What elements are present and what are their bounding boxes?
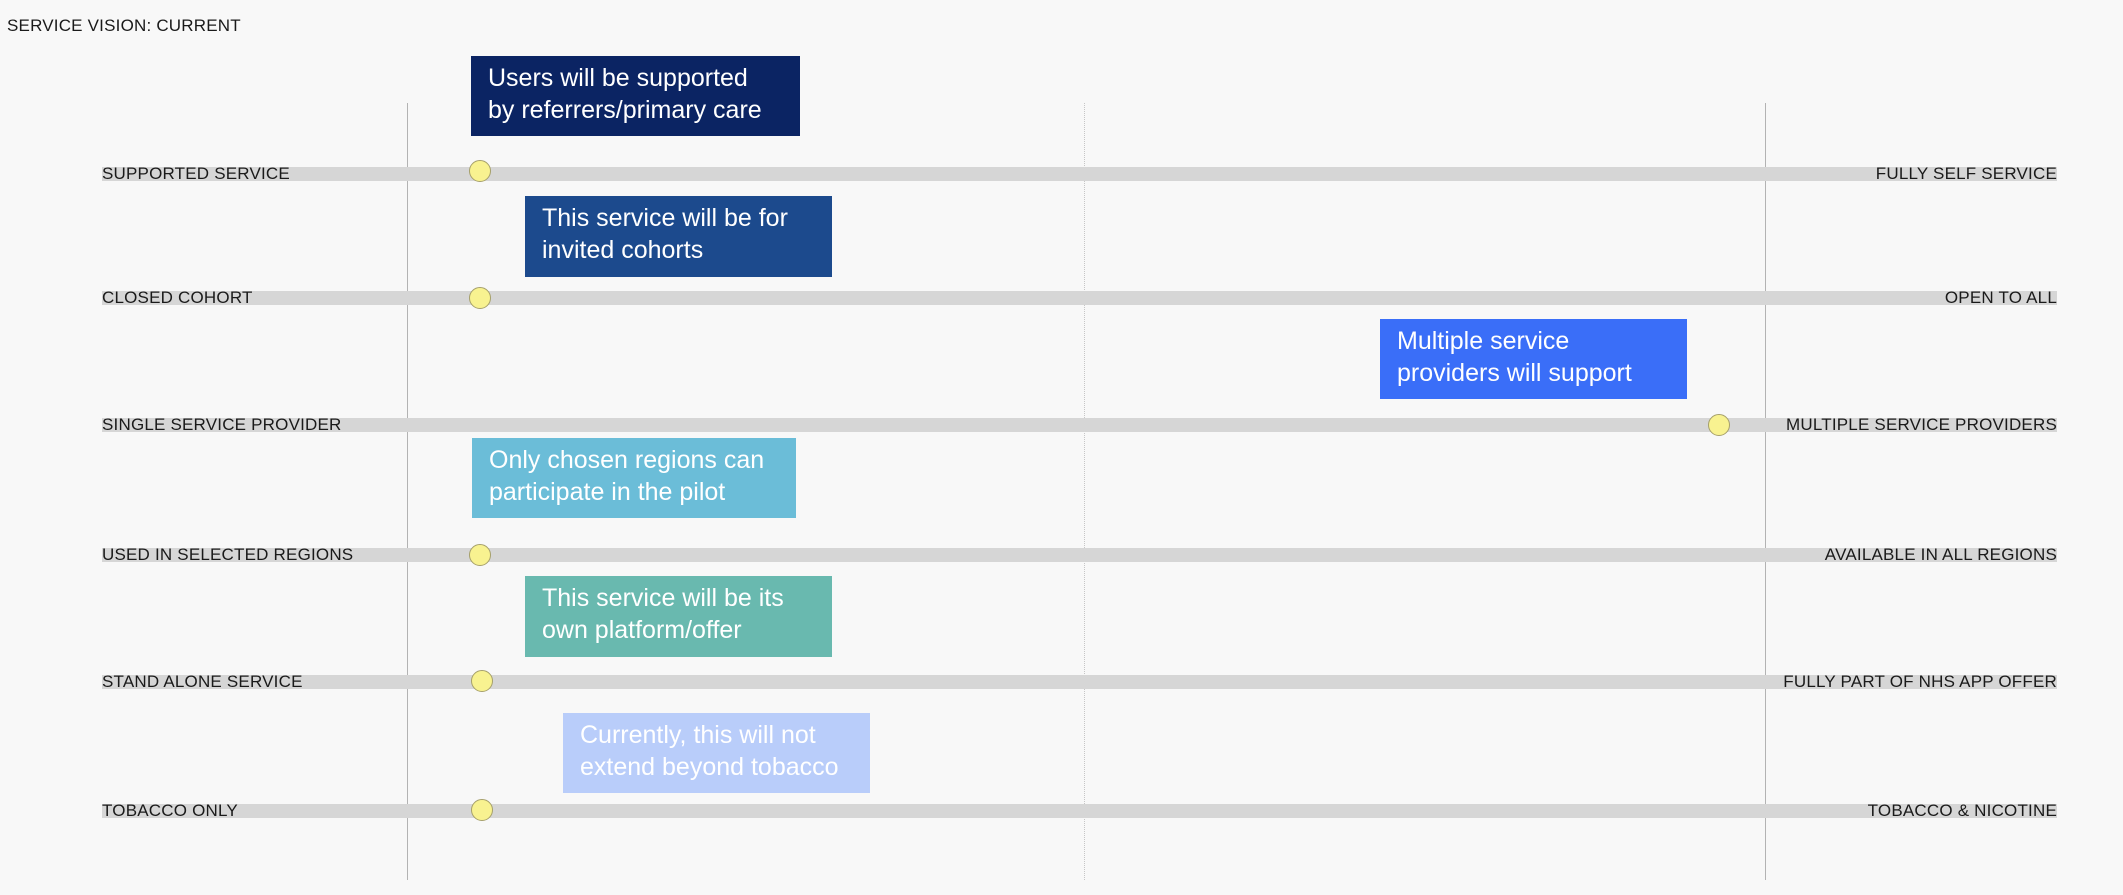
scale-track (102, 418, 2057, 432)
scale-left-label: TOBACCO ONLY (102, 801, 238, 820)
sticky-note-provider[interactable]: Multiple service providers will support (1380, 319, 1687, 399)
note-line: Currently, this will not (580, 721, 816, 749)
position-marker[interactable] (469, 544, 491, 566)
note-line: by referrers/primary care (488, 96, 762, 124)
note-line: This service will be for (542, 204, 788, 232)
position-marker[interactable] (471, 799, 493, 821)
note-line: extend beyond tobacco (580, 753, 839, 781)
note-line: invited cohorts (542, 236, 704, 264)
position-marker[interactable] (469, 287, 491, 309)
scale-right-label: MULTIPLE SERVICE PROVIDERS (1786, 415, 2057, 434)
note-line: own platform/offer (542, 616, 742, 644)
sticky-note-supported[interactable]: Users will be supported by referrers/pri… (471, 56, 800, 136)
note-line: Multiple service (1397, 327, 1570, 355)
center-guide-line (1084, 103, 1085, 880)
scale-right-label: AVAILABLE IN ALL REGIONS (1824, 545, 2057, 564)
sticky-note-regions[interactable]: Only chosen regions can participate in t… (472, 438, 796, 518)
scale-track (102, 548, 2057, 562)
right-guide-line (1765, 103, 1766, 880)
page-title: SERVICE VISION: CURRENT (7, 16, 241, 35)
scale-right-label: FULLY PART OF NHS APP OFFER (1783, 672, 2057, 691)
note-line: Only chosen regions can (489, 446, 765, 474)
scale-right-label: TOBACCO & NICOTINE (1867, 801, 2057, 820)
scale-track (102, 675, 2057, 689)
scale-left-label: SUPPORTED SERVICE (102, 164, 290, 183)
scale-left-label: CLOSED COHORT (102, 288, 253, 307)
scale-left-label: SINGLE SERVICE PROVIDER (102, 415, 342, 434)
sticky-note-standalone[interactable]: This service will be its own platform/of… (525, 576, 832, 657)
scale-right-label: OPEN TO ALL (1944, 288, 2057, 307)
position-marker[interactable] (471, 670, 493, 692)
scale-track (102, 804, 2057, 818)
note-line: providers will support (1397, 359, 1632, 387)
note-line: Users will be supported (488, 64, 748, 92)
sticky-note-cohort[interactable]: This service will be for invited cohorts (525, 196, 832, 277)
scale-left-label: STAND ALONE SERVICE (102, 672, 303, 691)
scale-right-label: FULLY SELF SERVICE (1875, 164, 2057, 183)
position-marker[interactable] (469, 160, 491, 182)
note-line: This service will be its (542, 584, 784, 612)
scale-track (102, 167, 2057, 181)
scale-track (102, 291, 2057, 305)
sticky-note-tobacco[interactable]: Currently, this will not extend beyond t… (563, 713, 870, 793)
position-marker[interactable] (1708, 414, 1730, 436)
scale-left-label: USED IN SELECTED REGIONS (102, 545, 354, 564)
note-line: participate in the pilot (489, 478, 726, 506)
left-guide-line (407, 103, 408, 880)
